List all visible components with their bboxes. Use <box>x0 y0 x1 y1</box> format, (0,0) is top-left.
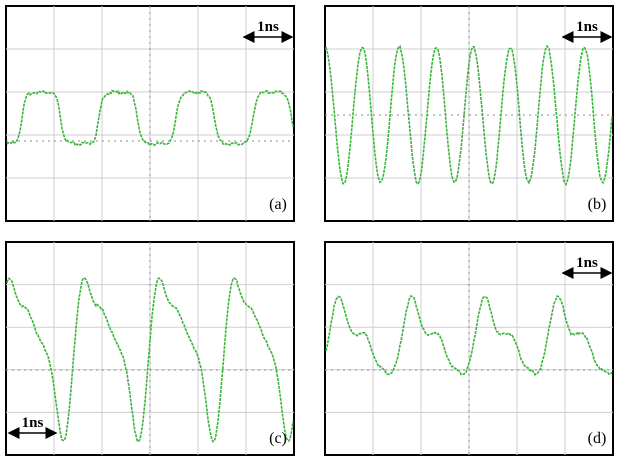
panel-label: (b) <box>588 196 607 213</box>
scope-panel: 1ns (b) <box>325 6 613 221</box>
scope-panel: 1ns (d) <box>325 242 613 455</box>
scope-panel: 1ns (c) <box>6 242 294 455</box>
figure: 1ns (a) 1ns (b) 1ns (c) 1ns (d) <box>0 0 617 459</box>
scale-label: 1ns <box>576 255 598 271</box>
scale-label: 1ns <box>22 415 44 431</box>
panel-label: (c) <box>269 430 287 447</box>
panel-label: (d) <box>588 430 607 447</box>
panel-label: (a) <box>269 196 287 213</box>
scale-label: 1ns <box>576 19 598 35</box>
scale-label: 1ns <box>257 19 279 35</box>
scope-panel: 1ns (a) <box>6 6 294 221</box>
